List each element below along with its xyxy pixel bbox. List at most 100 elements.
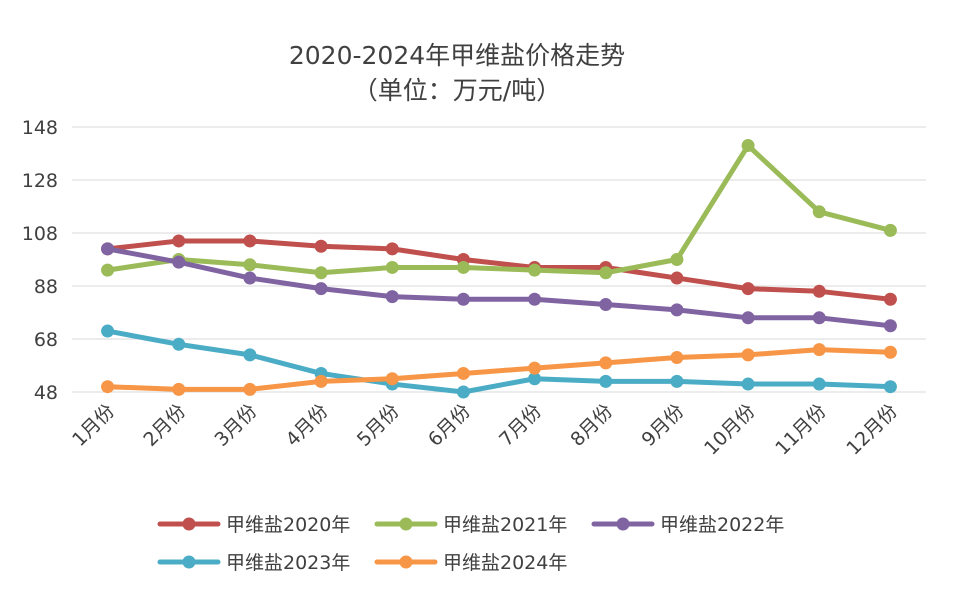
- data-point: [172, 337, 186, 351]
- data-point: [243, 382, 257, 396]
- data-point: [243, 234, 257, 248]
- legend-item: 甲维盐2022年: [591, 514, 784, 536]
- data-point: [101, 324, 115, 338]
- data-point: [101, 242, 115, 256]
- data-point: [670, 351, 684, 365]
- x-axis: 1月份 2月份 3月份 4月份 5月份 6月份 7月份 8月份 9月份 10月份 11月份 12月份: [68, 400, 902, 460]
- data-point: [456, 366, 470, 380]
- legend-item: 甲维盐2020年: [157, 514, 350, 536]
- x-tick-label: 6月份: [424, 400, 475, 451]
- data-point: [812, 343, 826, 357]
- legend-item: 甲维盐2024年: [374, 552, 567, 574]
- x-tick-label: 7月份: [495, 400, 546, 451]
- y-tick-label: 68: [34, 329, 58, 351]
- data-point: [385, 372, 399, 386]
- legend-label: 甲维盐2023年: [226, 552, 350, 574]
- data-point: [314, 239, 328, 253]
- data-point: [812, 284, 826, 298]
- series-line: [105, 328, 893, 395]
- legend-marker: [182, 517, 196, 531]
- series-line: [105, 238, 893, 302]
- data-point: [670, 253, 684, 266]
- x-tick-label: 10月份: [700, 400, 760, 460]
- data-point: [741, 282, 755, 296]
- data-point: [883, 292, 897, 306]
- data-point: [883, 223, 897, 237]
- data-point: [741, 377, 755, 391]
- data-point: [243, 348, 257, 362]
- legend-marker: [182, 555, 196, 569]
- series-3: [101, 324, 897, 399]
- data-point: [456, 260, 470, 274]
- data-point: [670, 271, 684, 285]
- data-point: [172, 382, 186, 396]
- y-tick-label: 148: [22, 117, 58, 139]
- data-point: [883, 345, 897, 359]
- y-tick-label: 108: [22, 223, 58, 245]
- x-tick-label: 9月份: [637, 400, 688, 451]
- data-point: [172, 255, 186, 269]
- x-tick-label: 8月份: [566, 400, 617, 451]
- data-point: [456, 292, 470, 306]
- data-point: [670, 303, 684, 317]
- x-tick-label: 3月份: [210, 400, 261, 451]
- series-group: [101, 139, 897, 399]
- data-point: [243, 258, 257, 272]
- data-point: [812, 377, 826, 391]
- data-point: [101, 263, 115, 277]
- series-2: [101, 242, 897, 333]
- data-point: [741, 139, 755, 153]
- gridlines: [72, 126, 926, 393]
- x-tick-label: 5月份: [353, 400, 404, 451]
- legend-label: 甲维盐2020年: [226, 514, 350, 536]
- x-tick-label: 12月份: [842, 400, 902, 460]
- y-tick-label: 48: [34, 382, 58, 404]
- x-tick-label: 4月份: [282, 400, 333, 451]
- series-line: [105, 246, 893, 329]
- series-line: [105, 347, 893, 392]
- data-point: [314, 266, 328, 280]
- y-axis: 48 68 88 108 128 148: [22, 117, 58, 404]
- legend-label: 甲维盐2022年: [660, 514, 784, 536]
- data-point: [812, 311, 826, 325]
- data-point: [599, 356, 613, 370]
- data-point: [528, 292, 542, 306]
- data-point: [314, 374, 328, 388]
- data-point: [741, 311, 755, 325]
- data-point: [528, 263, 542, 277]
- x-tick-label: 1月份: [68, 400, 119, 451]
- data-point: [741, 348, 755, 362]
- data-point: [528, 372, 542, 386]
- legend-marker: [616, 517, 630, 531]
- legend-marker: [399, 555, 413, 569]
- data-point: [599, 374, 613, 388]
- data-point: [314, 282, 328, 296]
- data-point: [101, 380, 115, 394]
- data-point: [599, 298, 613, 312]
- chart-subtitle: （单位：万元/吨）: [353, 76, 561, 105]
- legend-label: 甲维盐2021年: [443, 514, 567, 536]
- chart-title: 2020-2024年甲维盐价格走势: [289, 41, 625, 70]
- legend-item: 甲维盐2023年: [157, 552, 350, 574]
- legend-marker: [399, 517, 413, 531]
- data-point: [385, 290, 399, 304]
- data-point: [243, 271, 257, 285]
- data-point: [172, 234, 186, 248]
- data-point: [385, 242, 399, 256]
- y-tick-label: 128: [22, 170, 58, 192]
- data-point: [456, 385, 470, 399]
- series-4: [101, 343, 897, 396]
- data-point: [528, 361, 542, 375]
- series-0: [101, 234, 897, 306]
- data-point: [883, 380, 897, 394]
- data-point: [812, 205, 826, 219]
- data-point: [670, 374, 684, 388]
- legend-item: 甲维盐2021年: [374, 514, 567, 536]
- data-point: [385, 260, 399, 274]
- series-1: [101, 139, 897, 280]
- x-tick-label: 2月份: [139, 400, 190, 451]
- data-point: [883, 319, 897, 333]
- legend-label: 甲维盐2024年: [443, 552, 567, 574]
